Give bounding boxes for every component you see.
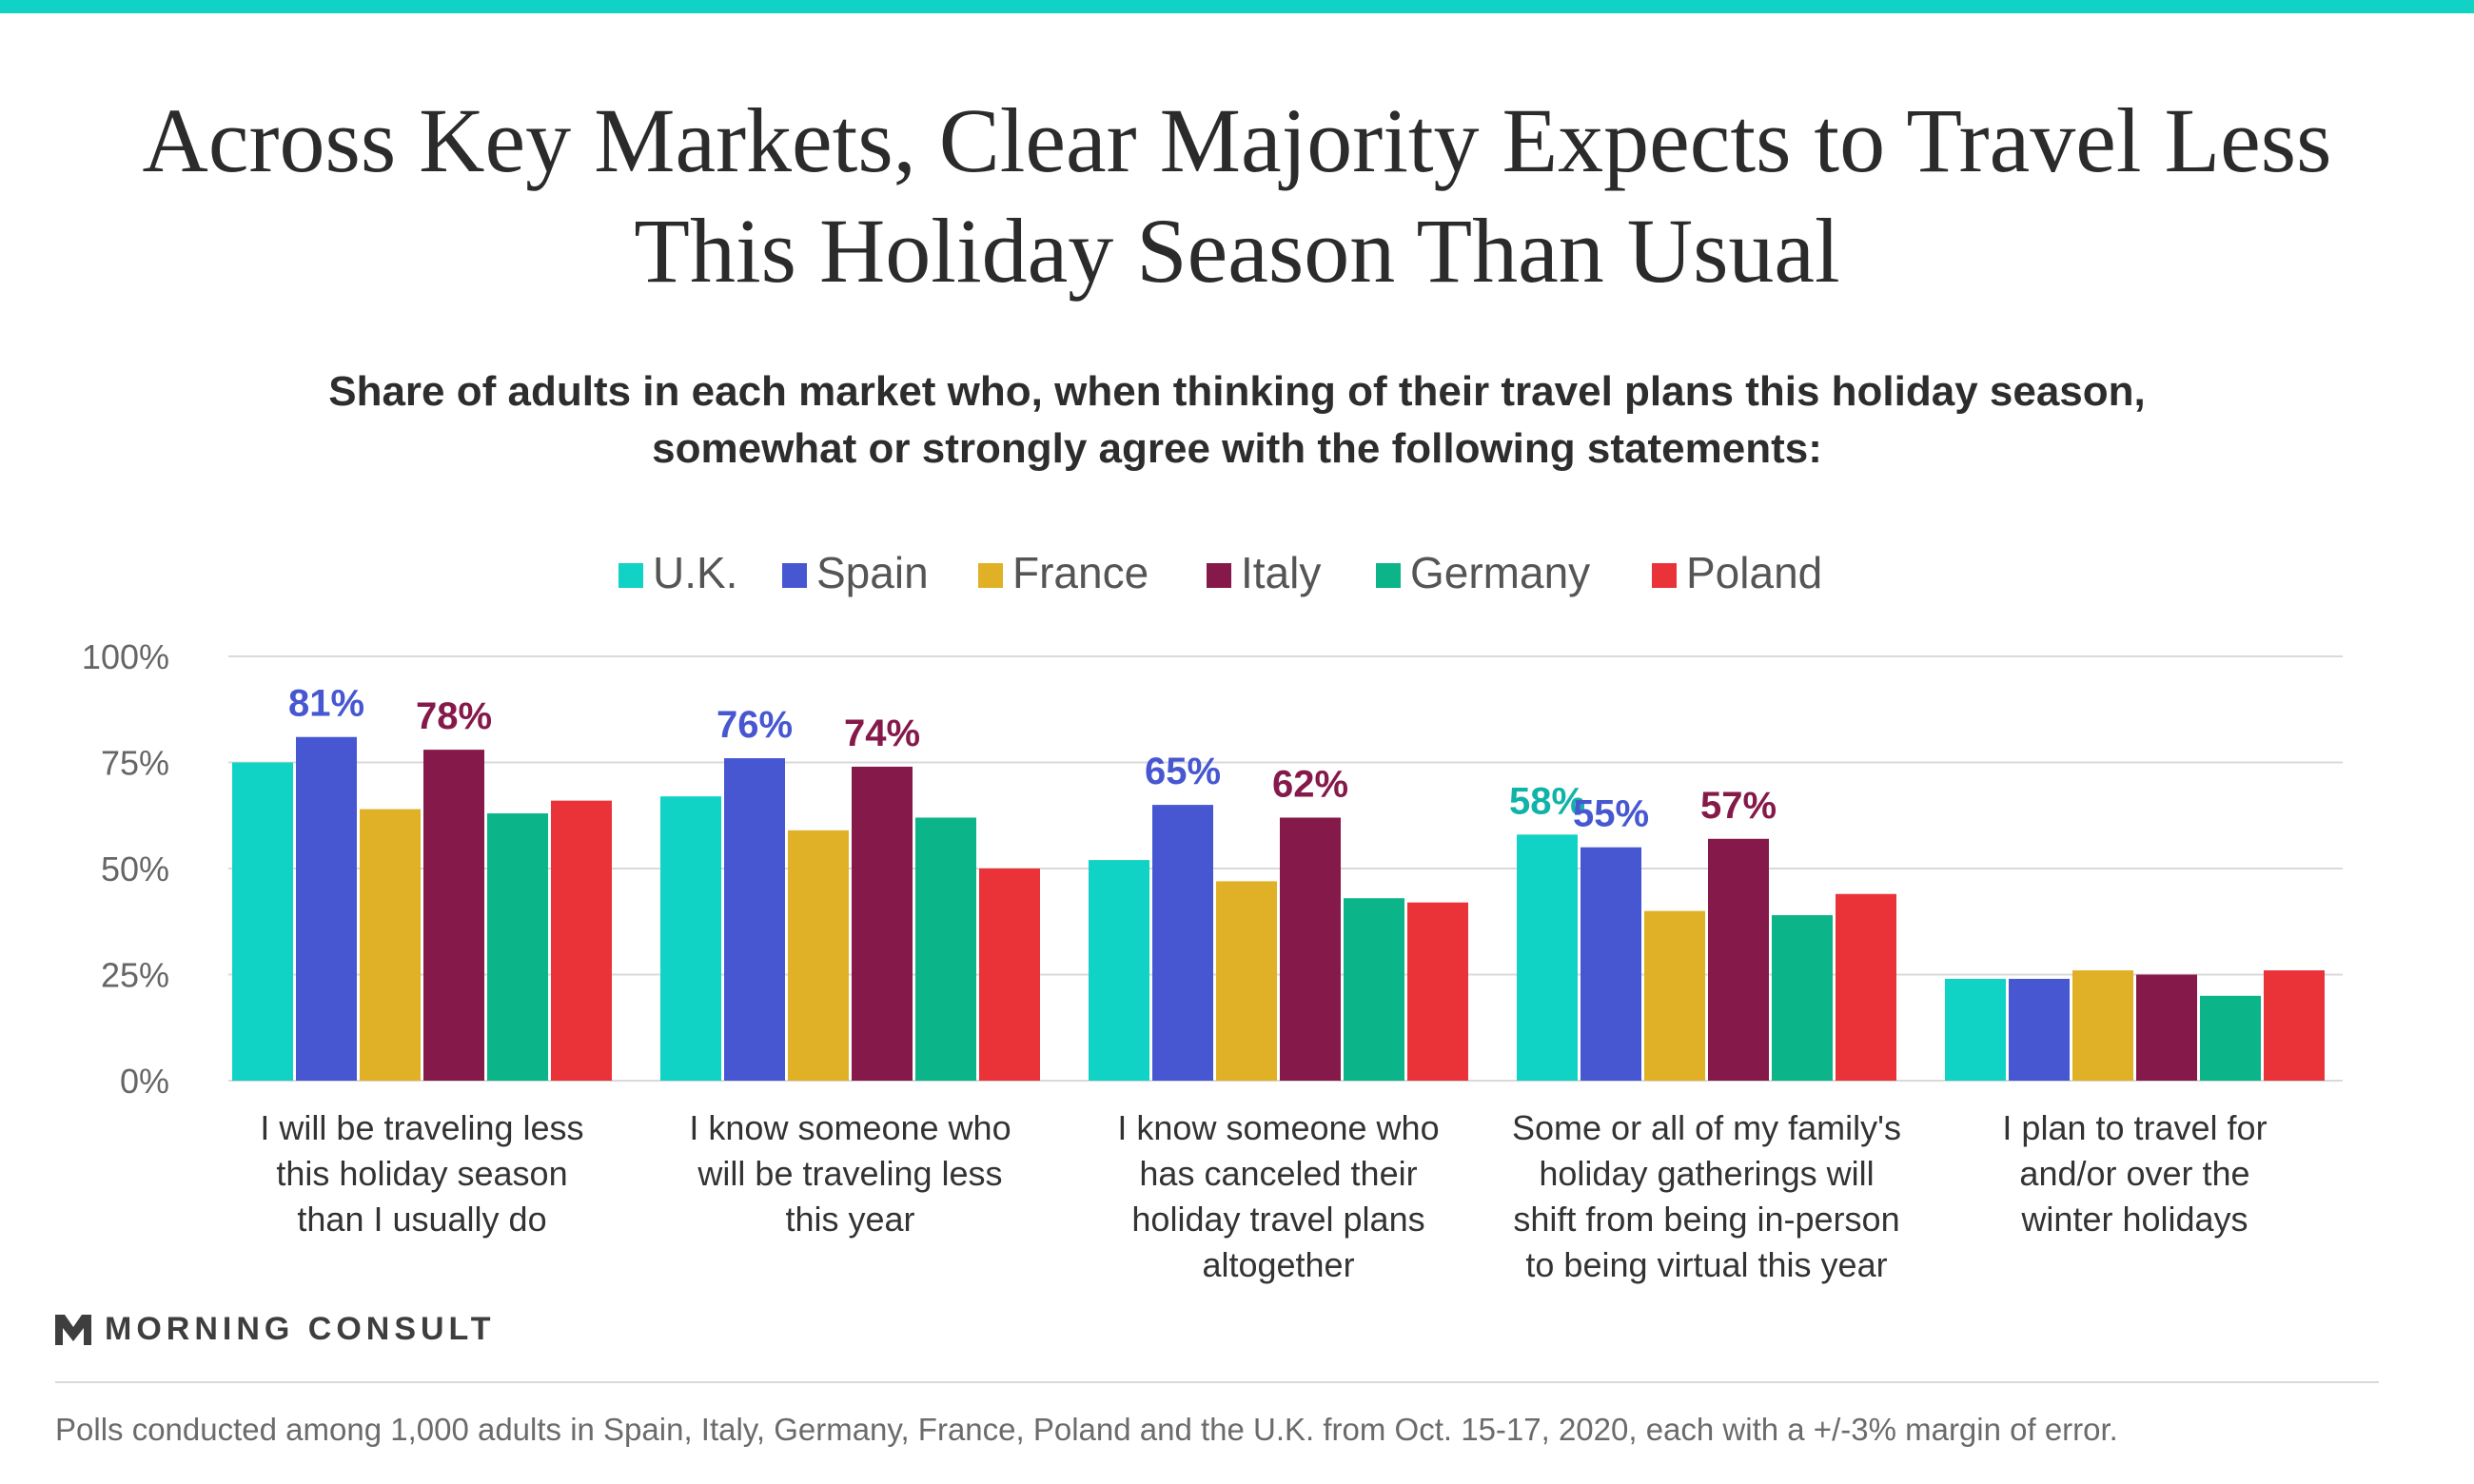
bar-uk-cat4 <box>1517 834 1578 1081</box>
bar-france-cat3 <box>1216 881 1277 1081</box>
bar-italy-cat2 <box>852 766 913 1081</box>
category-label: shift from being in-person <box>1513 1200 1899 1239</box>
bar-italy-cat5 <box>2136 974 2197 1081</box>
legend-label: Poland <box>1686 548 1822 597</box>
data-label: 55% <box>1573 793 1649 835</box>
bar-chart: U.K. Spain France Italy Germany Poland 0% 25% 50… <box>82 548 2343 1284</box>
category-label: this holiday season <box>276 1154 567 1193</box>
bar-france-cat2 <box>788 830 849 1081</box>
bar-germany-cat3 <box>1344 898 1404 1081</box>
category-label: I will be traveling less <box>260 1108 583 1147</box>
bar-spain-cat2 <box>724 758 785 1081</box>
footnote: Polls conducted among 1,000 adults in Sp… <box>55 1412 2118 1447</box>
legend-label: Italy <box>1241 548 1321 597</box>
category-label: Some or all of my family's <box>1512 1108 1901 1147</box>
bar-italy-cat1 <box>423 750 484 1081</box>
bar-uk-cat3 <box>1089 860 1149 1081</box>
data-label: 57% <box>1700 785 1777 827</box>
bar-spain-cat1 <box>296 736 357 1081</box>
category-label: altogether <box>1202 1245 1354 1284</box>
bar-france-cat4 <box>1644 910 1705 1081</box>
bar-poland-cat3 <box>1407 902 1468 1081</box>
category-label: holiday travel plans <box>1131 1200 1424 1239</box>
y-tick-label: 100% <box>82 637 169 676</box>
category-label: I know someone who <box>689 1108 1011 1147</box>
bar-italy-cat3 <box>1280 817 1341 1081</box>
category-label: will be traveling less <box>697 1154 1002 1193</box>
bar-germany-cat1 <box>487 813 548 1081</box>
bar-spain-cat4 <box>1581 847 1641 1081</box>
bar-france-cat1 <box>360 809 421 1081</box>
legend-swatch-italy <box>1207 563 1231 588</box>
bar-germany-cat4 <box>1772 915 1833 1081</box>
bar-poland-cat5 <box>2264 970 2325 1081</box>
y-tick-label: 0% <box>120 1062 169 1101</box>
bar-france-cat5 <box>2072 970 2133 1081</box>
legend-swatch-spain <box>782 563 807 588</box>
bar-uk-cat2 <box>660 796 721 1081</box>
y-tick-label: 25% <box>101 956 169 995</box>
category-label: has canceled their <box>1139 1154 1417 1193</box>
top-accent-bar <box>0 0 2474 13</box>
legend-label: Germany <box>1410 548 1590 597</box>
brand-name: MORNING CONSULT <box>105 1311 496 1347</box>
chart-subtitle: Share of adults in each market who, when… <box>328 368 2146 472</box>
bar-germany-cat5 <box>2200 995 2261 1081</box>
category-label: I know someone who <box>1117 1108 1439 1147</box>
data-label: 78% <box>416 695 492 737</box>
bar-poland-cat2 <box>979 869 1040 1081</box>
y-tick-label: 50% <box>101 849 169 888</box>
data-label: 58% <box>1509 780 1585 822</box>
category-label: holiday gatherings will <box>1539 1154 1874 1193</box>
morning-consult-m-icon <box>55 1314 91 1345</box>
legend-label: Spain <box>816 548 929 597</box>
bar-germany-cat2 <box>915 817 976 1081</box>
bar-uk-cat1 <box>232 762 293 1081</box>
bar-poland-cat4 <box>1836 893 1896 1081</box>
y-tick-label: 75% <box>101 744 169 783</box>
category-label: than I usually do <box>297 1200 546 1239</box>
bar-spain-cat5 <box>2009 978 2070 1081</box>
data-label: 65% <box>1145 751 1221 792</box>
bar-uk-cat5 <box>1945 978 2006 1081</box>
chart-title: Across Key Markets, Clear Majority Expec… <box>142 89 2332 302</box>
bar-italy-cat4 <box>1708 838 1769 1081</box>
data-label: 76% <box>717 704 793 746</box>
bar-spain-cat3 <box>1152 805 1213 1081</box>
data-label: 81% <box>288 683 364 725</box>
brand-logo: MORNING CONSULT <box>55 1311 496 1348</box>
legend-swatch-uk <box>618 563 643 588</box>
legend-swatch-germany <box>1376 563 1401 588</box>
category-label: this year <box>785 1200 914 1239</box>
legend-label: U.K. <box>653 548 737 597</box>
legend-swatch-france <box>978 563 1003 588</box>
category-label: winter holidays <box>2020 1200 2248 1239</box>
data-label: 62% <box>1272 763 1348 805</box>
legend-label: France <box>1012 548 1149 597</box>
category-label: I plan to travel for <box>2002 1108 2267 1147</box>
category-label: and/or over the <box>2019 1154 2249 1193</box>
data-label: 74% <box>844 713 920 754</box>
legend-swatch-poland <box>1652 563 1677 588</box>
footer-divider <box>55 1381 2379 1383</box>
category-label: to being virtual this year <box>1525 1245 1887 1284</box>
bar-poland-cat1 <box>551 800 612 1081</box>
